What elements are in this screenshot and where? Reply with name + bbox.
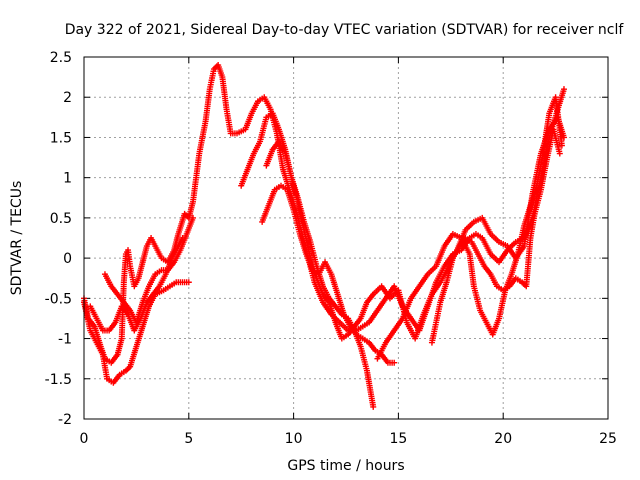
data-series: [81, 62, 567, 366]
y-tick-label: 0: [63, 251, 72, 267]
data-point: [556, 150, 563, 157]
y-tick-label: -2: [58, 412, 72, 428]
y-tick-label: 0.5: [50, 211, 72, 227]
x-axis-label: GPS time / hours: [287, 458, 404, 474]
y-axis-label: SDTVAR / TECUs: [9, 181, 25, 296]
y-tick-label: 2: [63, 90, 72, 106]
data-point: [391, 359, 398, 366]
y-tick-label: 1.5: [50, 130, 72, 146]
data-series: [428, 126, 563, 346]
y-tick-label: -1: [58, 332, 72, 348]
data-point: [189, 214, 196, 221]
plot-frame: [83, 56, 609, 420]
ticks-layer: 0 5 10 15 20 25 -2 -1.5 -1 -0.5 0 0.5 1 1.5 2 2.5: [45, 50, 617, 447]
y-tick-label: 2.5: [50, 50, 72, 66]
data-point: [370, 403, 377, 410]
data-series: [81, 279, 192, 386]
x-tick-label: 10: [285, 431, 303, 447]
grid-layer: [84, 57, 608, 419]
data-point: [558, 142, 565, 149]
data-series: [101, 214, 196, 326]
x-tick-label: 0: [80, 431, 89, 447]
x-tick-label: 20: [494, 431, 512, 447]
chart-title: Day 322 of 2021, Sidereal Day-to-day VTE…: [65, 22, 625, 38]
x-tick-label: 25: [599, 431, 617, 447]
y-tick-label: 1: [63, 171, 72, 187]
y-tick-label: -0.5: [45, 291, 72, 307]
data-series: [374, 94, 565, 362]
data-point: [560, 86, 567, 93]
data-point: [185, 279, 192, 286]
x-tick-label: 5: [184, 431, 193, 447]
y-tick-label: -1.5: [45, 372, 72, 388]
marks-layer: [81, 62, 567, 410]
x-tick-label: 15: [389, 431, 407, 447]
